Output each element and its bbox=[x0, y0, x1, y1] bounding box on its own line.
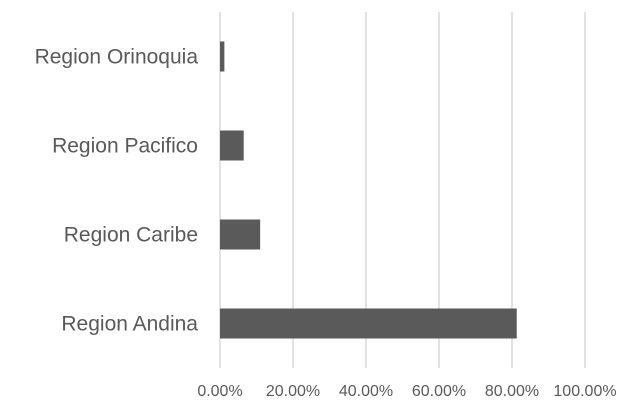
x-tick-labels: 0.00% 20.00% 40.00% 60.00% 80.00% 100.00% bbox=[197, 383, 616, 400]
bar bbox=[220, 41, 225, 72]
x-tick-label: 100.00% bbox=[553, 383, 616, 400]
x-tick-label: 20.00% bbox=[266, 383, 320, 400]
bar bbox=[220, 130, 244, 161]
category-label: Region Andina bbox=[61, 313, 198, 336]
bar bbox=[220, 308, 517, 339]
category-label: Region Orinoquia bbox=[35, 46, 199, 69]
category-labels: Region Orinoquia Region Pacifico Region Ca… bbox=[35, 46, 199, 336]
category-label: Region Pacifico bbox=[52, 135, 198, 158]
x-tick-label: 40.00% bbox=[339, 383, 393, 400]
bars bbox=[220, 41, 517, 339]
category-label: Region Caribe bbox=[64, 224, 198, 247]
x-tick-label: 80.00% bbox=[485, 383, 539, 400]
x-tick-label: 0.00% bbox=[197, 383, 242, 400]
x-tick-label: 60.00% bbox=[412, 383, 466, 400]
bar bbox=[220, 219, 261, 250]
